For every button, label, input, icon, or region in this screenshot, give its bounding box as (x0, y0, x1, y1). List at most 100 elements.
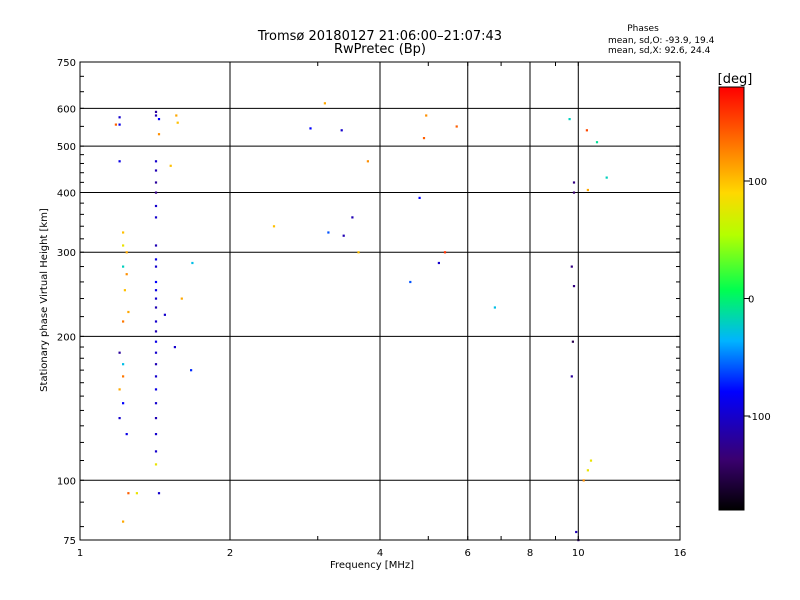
data-point (122, 265, 125, 268)
data-point (118, 116, 121, 119)
data-point (154, 340, 158, 343)
y-axis-ticks: 75 100 200 300 400 500 600 750 (57, 58, 680, 547)
data-point (191, 261, 194, 265)
colorbar-tick-label: 0 (748, 295, 754, 306)
data-point (595, 141, 599, 144)
data-point (154, 450, 158, 453)
plot-grid (80, 62, 680, 540)
data-point (114, 123, 117, 126)
data-point (154, 216, 158, 219)
data-point (154, 181, 158, 184)
data-point (118, 351, 121, 354)
data-point (572, 191, 576, 194)
data-point (122, 244, 125, 247)
data-point (125, 273, 128, 276)
x-tick-label: 8 (527, 548, 533, 559)
data-point (425, 114, 428, 117)
data-point (605, 176, 608, 179)
data-point (366, 160, 369, 163)
data-point (443, 251, 447, 254)
data-point (154, 110, 158, 113)
chart-title: Tromsø 20180127 21:06:00–21:07:43 (257, 29, 502, 44)
data-point (180, 297, 183, 300)
data-point (154, 244, 158, 247)
y-tick-label: 750 (57, 58, 76, 69)
data-points (114, 102, 608, 542)
data-point (118, 417, 121, 420)
data-point (154, 363, 158, 366)
data-point (154, 388, 158, 391)
y-axis-label: Stationary phase Virtual Height [km] (39, 208, 50, 392)
data-point (154, 204, 158, 208)
data-point (122, 363, 125, 366)
data-point (327, 231, 330, 234)
colorbar: [deg] 100 0 -100 (718, 72, 771, 511)
data-point (323, 102, 326, 105)
data-point (570, 265, 573, 268)
x-axis-ticks: 1 2 4 6 8 10 16 (77, 62, 687, 559)
x-tick-label: 6 (465, 548, 471, 559)
data-point (409, 280, 412, 284)
data-point (418, 196, 421, 199)
data-point (118, 160, 121, 163)
x-axis-label: Frequency [MHz] (330, 560, 414, 571)
phases-title: Phases (627, 24, 659, 34)
data-point (589, 459, 593, 462)
data-point (125, 251, 128, 254)
y-tick-label: 400 (57, 188, 76, 199)
data-point (118, 388, 121, 391)
y-tick-label: 300 (57, 248, 76, 259)
data-point (157, 118, 161, 121)
x-tick-label: 16 (674, 548, 687, 559)
data-point (123, 289, 126, 292)
data-point (572, 181, 576, 184)
colorbar-gradient (718, 86, 745, 511)
data-point (342, 234, 345, 237)
y-tick-label: 75 (63, 536, 76, 547)
data-point (154, 169, 158, 172)
data-point (582, 479, 585, 482)
data-point (122, 520, 125, 523)
data-point (154, 306, 158, 309)
data-point (122, 402, 125, 405)
data-point (175, 114, 178, 117)
y-tick-label: 200 (57, 332, 76, 343)
data-point (309, 127, 312, 130)
data-point (154, 463, 158, 466)
data-point (127, 310, 130, 314)
data-point (422, 137, 426, 140)
data-point (176, 121, 179, 124)
x-tick-label: 2 (227, 548, 233, 559)
data-point (493, 306, 496, 309)
data-point (122, 231, 125, 234)
data-point (570, 375, 573, 378)
data-point (169, 164, 172, 167)
x-tick-label: 1 (77, 548, 83, 559)
data-point (154, 280, 158, 284)
colorbar-tick-label: -100 (748, 412, 771, 423)
data-point (127, 492, 130, 495)
data-point (118, 123, 121, 126)
colorbar-label: [deg] (718, 72, 753, 87)
data-point (157, 133, 161, 136)
data-point (575, 530, 578, 534)
data-point (585, 129, 588, 132)
data-point (154, 289, 158, 292)
x-tick-label: 4 (377, 548, 383, 559)
data-point (340, 129, 343, 132)
data-point (154, 191, 158, 194)
data-point (154, 320, 158, 323)
data-point (125, 433, 128, 436)
data-point (154, 265, 158, 268)
data-point (173, 346, 176, 349)
data-point (154, 402, 158, 405)
y-tick-label: 600 (57, 104, 76, 115)
data-point (190, 369, 193, 372)
data-point (163, 313, 166, 316)
data-point (135, 492, 138, 495)
data-point (455, 125, 458, 128)
phases-o-stats: mean, sd,O: -93.9, 19.4 (608, 36, 715, 46)
data-point (571, 340, 574, 343)
data-point (154, 330, 158, 333)
data-point (154, 160, 158, 163)
